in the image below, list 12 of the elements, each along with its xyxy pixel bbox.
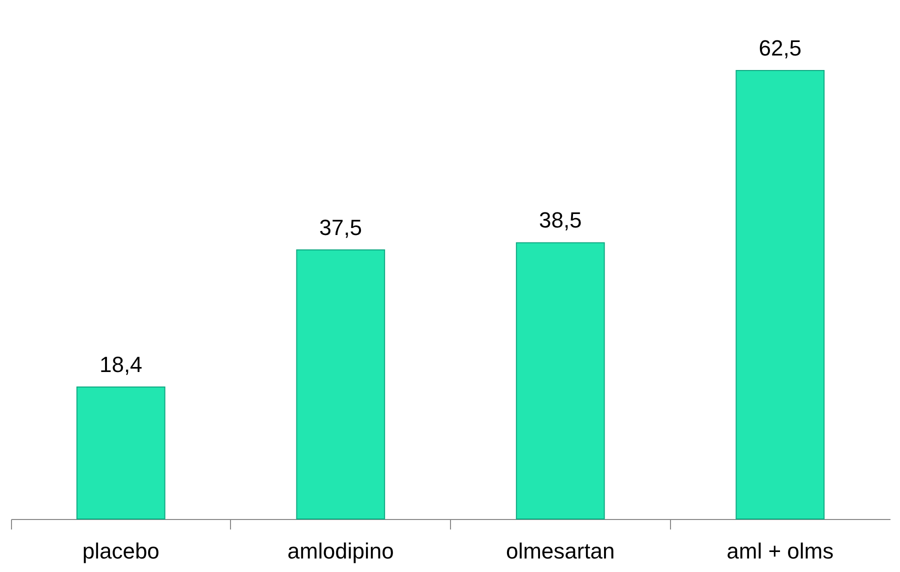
x-tick-label: placebo (82, 538, 160, 564)
data-label: 38,5 (538, 208, 582, 233)
bar (296, 249, 386, 520)
bar (736, 70, 825, 520)
bar (76, 386, 166, 520)
x-tick-label: olmesartan (506, 538, 615, 564)
data-label: 62,5 (758, 35, 802, 60)
data-label: 37,5 (319, 214, 362, 240)
x-tick-label: aml + olms (726, 538, 834, 564)
bar (516, 242, 605, 520)
x-tick-label: amlodipino (287, 538, 394, 564)
data-label: 18,4 (99, 352, 142, 377)
